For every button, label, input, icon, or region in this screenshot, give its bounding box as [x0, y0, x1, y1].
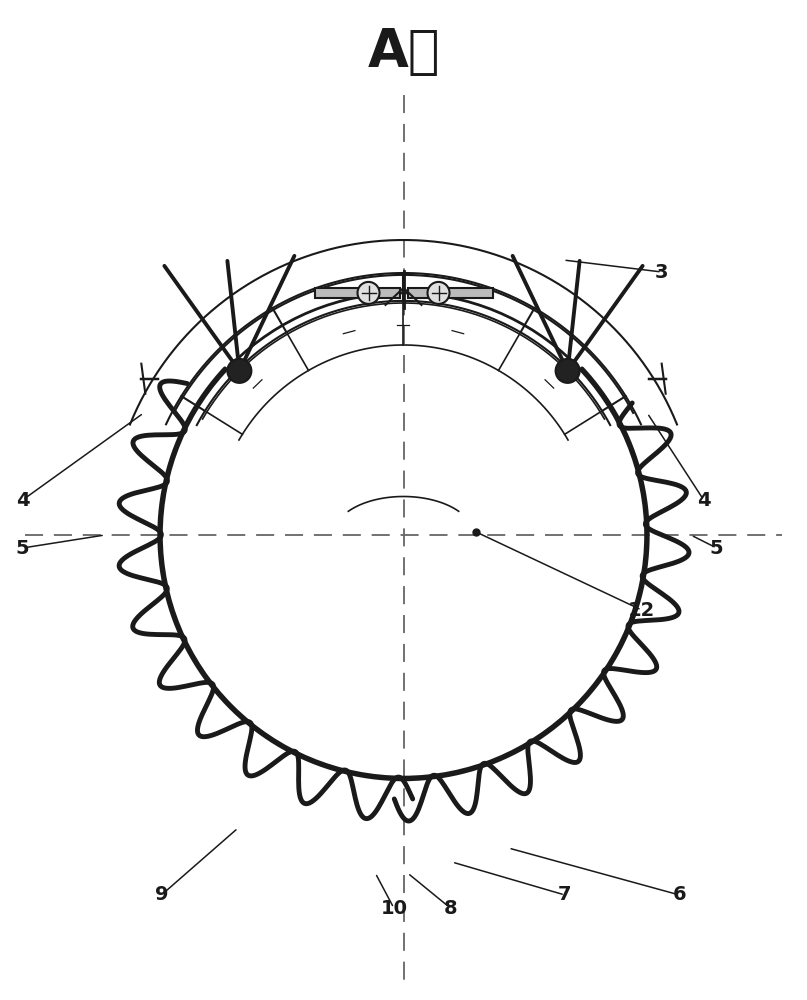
- Bar: [315, 288, 399, 298]
- Circle shape: [358, 282, 379, 304]
- Text: 7: 7: [558, 886, 571, 904]
- Circle shape: [555, 359, 579, 383]
- Bar: [408, 288, 492, 298]
- Text: 9: 9: [155, 886, 168, 904]
- Text: 5: 5: [16, 538, 29, 558]
- Circle shape: [228, 359, 252, 383]
- Text: 8: 8: [444, 898, 457, 918]
- Circle shape: [428, 282, 449, 304]
- Text: 5: 5: [710, 538, 723, 558]
- Text: A向: A向: [367, 26, 440, 78]
- Text: 12: 12: [628, 600, 655, 619]
- Text: 10: 10: [380, 898, 408, 918]
- Text: 3: 3: [655, 262, 668, 282]
- Text: 4: 4: [16, 490, 29, 510]
- Text: 4: 4: [697, 490, 710, 510]
- Text: 6: 6: [673, 886, 686, 904]
